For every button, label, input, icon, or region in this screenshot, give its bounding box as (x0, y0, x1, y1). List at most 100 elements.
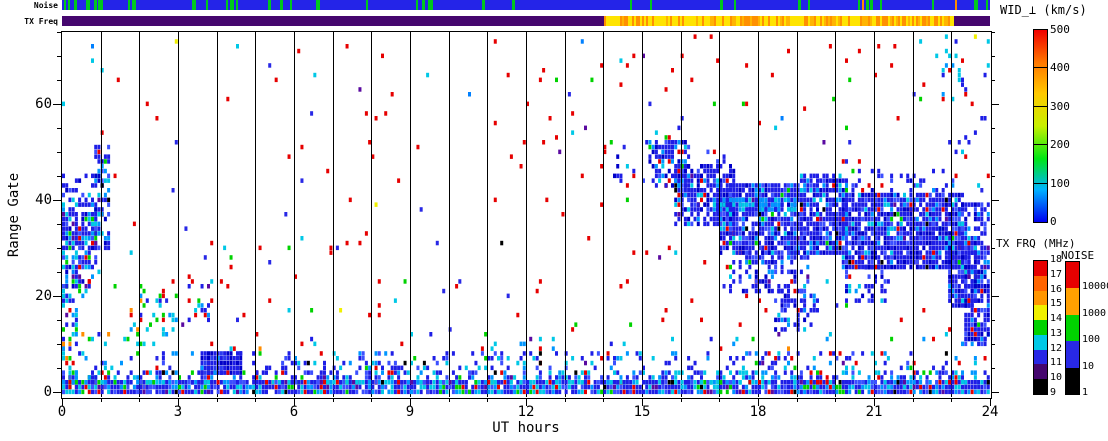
noise-strip-label: Noise (33, 1, 58, 10)
x-axis-tick (913, 398, 914, 402)
txfrq-colorbar-segment (1034, 261, 1047, 276)
x-axis-tick (101, 398, 102, 402)
txfrq-colorbar-label: 10 (1050, 372, 1063, 384)
txfrq-colorbar-segment (1034, 275, 1047, 291)
y-axis-tick-right (991, 248, 995, 249)
y-axis-tick-right (991, 200, 999, 201)
txfrq-colorbar-segment (1034, 379, 1047, 394)
txfrq-colorbar-label: 12 (1050, 342, 1063, 354)
wid-colorbar-tickline (1034, 67, 1047, 68)
txfrq-colorbar-label: 9 (1050, 387, 1057, 398)
x-axis-title: UT hours (492, 420, 560, 436)
x-tick-label: 21 (865, 404, 883, 420)
txfrq-colorbar (1033, 260, 1048, 395)
x-tick-label: 0 (57, 404, 67, 420)
x-axis-tick (990, 398, 991, 406)
y-axis-tick-left (53, 104, 61, 105)
wid-colorbar-tickline (1034, 106, 1047, 107)
x-tick-label: 9 (405, 404, 415, 420)
noise-colorbar-label: 1000 (1082, 307, 1107, 319)
txfrq-colorbar-segment (1034, 349, 1047, 365)
x-axis-tick (62, 398, 63, 406)
y-axis-tick-right (991, 56, 995, 57)
y-axis-tick-left (57, 80, 61, 81)
y-tick-label: 0 (43, 384, 52, 400)
noise-colorbar-title: NOISE (1061, 249, 1095, 262)
x-axis-tick (217, 398, 218, 402)
txfrq-colorbar-label: 18 (1050, 254, 1063, 265)
y-tick-label: 40 (35, 192, 52, 208)
y-axis-tick-left (57, 128, 61, 129)
txfrq-colorbar-label: 11 (1050, 357, 1063, 369)
x-axis-tick (642, 398, 643, 406)
x-axis-tick (333, 398, 334, 402)
y-axis-tick-right (991, 296, 999, 297)
noise-colorbar-segment (1066, 367, 1079, 394)
y-axis-tick-left (57, 320, 61, 321)
y-axis-tick-right (991, 392, 999, 393)
y-axis-tick-right (991, 32, 995, 33)
y-axis-tick-left (57, 344, 61, 345)
x-axis-tick (797, 398, 798, 402)
txfrq-colorbar-label: 16 (1050, 283, 1063, 295)
wid-colorbar-label: 300 (1050, 99, 1070, 113)
wid-colorbar-label: 200 (1050, 138, 1070, 152)
y-axis-tick-left (57, 56, 61, 57)
x-axis-tick (487, 398, 488, 402)
y-tick-label: 60 (35, 96, 52, 112)
y-axis-tick-right (991, 80, 995, 81)
wid-colorbar (1033, 29, 1048, 223)
x-axis-tick (449, 398, 450, 402)
y-axis-tick-right (991, 176, 995, 177)
y-axis-tick-right (991, 224, 995, 225)
txfrq-colorbar-segment (1034, 320, 1047, 335)
x-tick-label: 15 (633, 404, 651, 420)
wid-colorbar-label: 100 (1050, 176, 1070, 190)
y-axis-tick-left (57, 224, 61, 225)
noise-colorbar-segment (1066, 288, 1079, 315)
y-axis-tick-left (57, 176, 61, 177)
x-axis-tick (565, 398, 566, 402)
y-axis-tick-left (57, 272, 61, 273)
txfrq-colorbar-segment (1034, 334, 1047, 350)
noise-colorbar-label: 100 (1082, 334, 1101, 346)
txfrq-colorbar-segment (1034, 364, 1047, 380)
y-axis-tick-left (53, 392, 61, 393)
x-axis-tick (719, 398, 720, 402)
x-tick-label: 3 (173, 404, 183, 420)
x-axis-tick (139, 398, 140, 402)
wid-colorbar-tickline (1034, 183, 1047, 184)
noise-colorbar-segment (1066, 314, 1079, 342)
wid-colorbar-tickline (1034, 144, 1047, 145)
x-axis-tick (835, 398, 836, 402)
txfrq-colorbar-segment (1034, 290, 1047, 306)
y-axis-tick-right (991, 152, 995, 153)
x-axis-tick (410, 398, 411, 406)
y-axis-tick-left (57, 368, 61, 369)
x-axis-tick (526, 398, 527, 406)
noise-colorbar-segment (1066, 262, 1079, 289)
txfrq-colorbar-title: TX FRQ (MHz) (996, 237, 1076, 250)
x-axis-tick (255, 398, 256, 402)
x-axis-tick (603, 398, 604, 402)
x-tick-label: 12 (517, 404, 535, 420)
noise-colorbar-label: 1 (1082, 387, 1089, 398)
txfrq-colorbar-label: 13 (1050, 327, 1063, 339)
txfreq-strip (62, 16, 990, 26)
x-axis-tick (681, 398, 682, 402)
y-tick-label: 20 (35, 288, 52, 304)
y-axis-tick-left (57, 152, 61, 153)
x-axis-tick (178, 398, 179, 406)
x-axis-tick (951, 398, 952, 402)
wid-colorbar-label: 0 (1050, 215, 1057, 228)
y-axis-title: Range Gate (6, 172, 22, 258)
y-axis-tick-right (991, 128, 995, 129)
x-tick-label: 6 (289, 404, 299, 420)
y-axis-tick-right (991, 320, 995, 321)
plot-canvas (62, 32, 990, 397)
noise-colorbar (1065, 261, 1080, 395)
noise-strip (62, 0, 990, 10)
y-axis-tick-left (57, 248, 61, 249)
txfrq-colorbar-segment (1034, 305, 1047, 321)
